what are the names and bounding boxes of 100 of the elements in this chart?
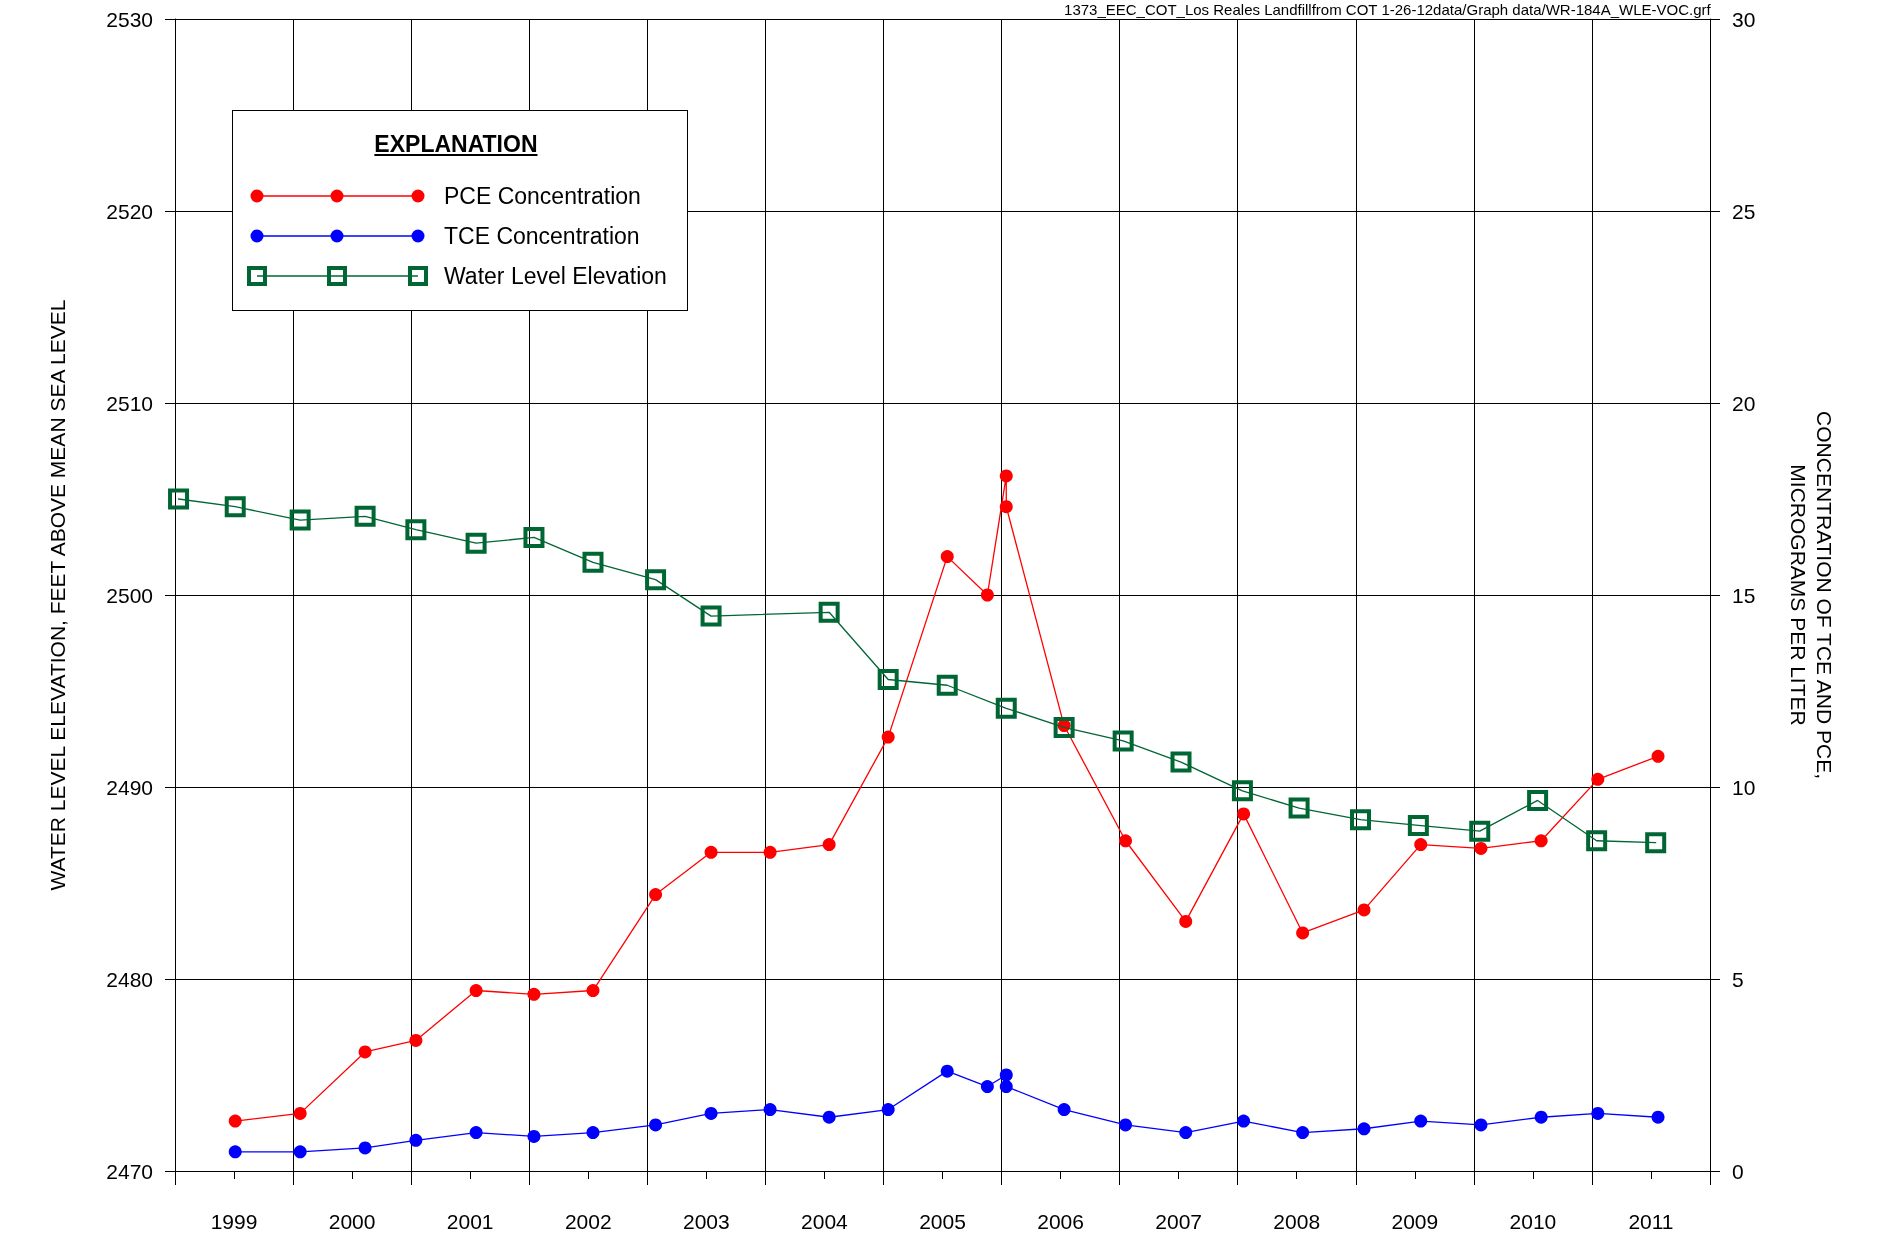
point: [1651, 1110, 1665, 1124]
point: [1527, 789, 1549, 811]
point: [1296, 926, 1310, 940]
point: [818, 601, 840, 623]
point: [995, 697, 1017, 719]
y2-tick-label: 5: [1732, 967, 1744, 991]
point: [1231, 780, 1253, 802]
point: [822, 838, 836, 852]
point: [704, 845, 718, 859]
point: [763, 845, 777, 859]
y-axis-title: WATER LEVEL ELEVATION, FEET ABOVE MEAN SEA LEVEL: [45, 299, 69, 891]
point: [1474, 1118, 1488, 1132]
y-tick-label: 2530: [106, 7, 153, 31]
point: [1534, 1110, 1548, 1124]
point: [358, 1141, 372, 1155]
x-tick-label: 2009: [1391, 1210, 1439, 1233]
point: [1474, 841, 1488, 855]
point: [763, 1103, 777, 1117]
x-tick-label: 1999: [210, 1210, 258, 1233]
point: [523, 526, 545, 548]
point: [469, 1126, 483, 1140]
point: [289, 509, 311, 531]
point: [1469, 820, 1491, 842]
point: [586, 1126, 600, 1140]
point: [409, 1133, 423, 1147]
x-tick-label: 2001: [446, 1210, 494, 1233]
y-tick-label: 2490: [106, 775, 153, 799]
x-tick-label: 2005: [919, 1210, 966, 1233]
point: [999, 1068, 1013, 1082]
point: [1357, 1122, 1371, 1136]
point: [1053, 716, 1075, 738]
point: [586, 984, 600, 998]
y2-tick-label: 10: [1732, 775, 1756, 799]
point: [1237, 1114, 1251, 1128]
point: [1179, 914, 1193, 928]
y-tick-label: 2470: [106, 1159, 153, 1183]
point: [1591, 772, 1605, 786]
point: [1414, 1114, 1428, 1128]
point: [1237, 807, 1251, 821]
y2-tick-label: 0: [1732, 1159, 1744, 1183]
point: [1414, 838, 1428, 852]
y2-tick-label: 25: [1732, 199, 1756, 223]
point: [940, 550, 954, 564]
point: [649, 1118, 663, 1132]
point: [1296, 1126, 1310, 1140]
point: [700, 605, 722, 627]
point: [881, 1103, 895, 1117]
point: [1179, 1126, 1193, 1140]
point: [881, 730, 895, 744]
x-tick-label: 2008: [1273, 1210, 1321, 1233]
y2-axis-title: CONCENTRATION OF TCE AND PCE, MICROGRAMS PER LITER: [1786, 411, 1836, 779]
text: 1373_EEC_COT_Los Reales Landfillfrom COT 1-26-12data/Graph data/WR-184A_WLE-VOC.grf: [1064, 1, 1712, 18]
point: [1357, 903, 1371, 917]
point: [822, 1110, 836, 1124]
y2-tick-label: 30: [1732, 7, 1756, 31]
x-tick-label: 2000: [328, 1210, 376, 1233]
point: [1288, 797, 1310, 819]
x-tick-label: 2002: [564, 1210, 612, 1233]
legend-label: TCE Concentration: [444, 222, 640, 250]
point: [228, 1114, 242, 1128]
point: [354, 505, 376, 527]
point: [877, 668, 899, 690]
x-tick-label: 2010: [1509, 1210, 1557, 1233]
point: [1170, 751, 1192, 773]
point: [649, 888, 663, 902]
y-tick-label: 2510: [106, 391, 153, 415]
point: [1349, 809, 1371, 831]
point: [409, 1033, 423, 1047]
x-tick-label: 2003: [682, 1210, 730, 1233]
point: [940, 1064, 954, 1078]
point: [999, 469, 1013, 483]
x-tick-label: 2011: [1628, 1210, 1674, 1233]
point: [1591, 1106, 1605, 1120]
point: [224, 496, 246, 518]
point: [645, 569, 667, 591]
point: [1407, 814, 1429, 836]
x-tick-label: 2004: [801, 1210, 849, 1233]
point: [980, 588, 994, 602]
x-tick-label: 2006: [1037, 1210, 1084, 1233]
point: [1057, 1103, 1071, 1117]
legend-label: PCE Concentration: [444, 182, 641, 210]
point: [168, 488, 190, 510]
point: [1651, 749, 1665, 763]
point: [1119, 834, 1133, 848]
y2-tick-label: 15: [1732, 583, 1756, 607]
point: [999, 1080, 1013, 1094]
point: [582, 551, 604, 573]
y-tick-label: 2500: [106, 583, 153, 607]
point: [228, 1145, 242, 1159]
point: [704, 1106, 718, 1120]
y-tick-label: 2480: [106, 967, 153, 991]
point: [1112, 730, 1134, 752]
point: [465, 532, 487, 554]
x-tick-label: 2007: [1155, 1210, 1203, 1233]
point: [936, 674, 958, 696]
y2-tick-label: 20: [1732, 391, 1756, 415]
point: [527, 987, 541, 1001]
point: [980, 1080, 994, 1094]
legend-label: Water Level Elevation: [444, 262, 667, 290]
point: [358, 1045, 372, 1059]
